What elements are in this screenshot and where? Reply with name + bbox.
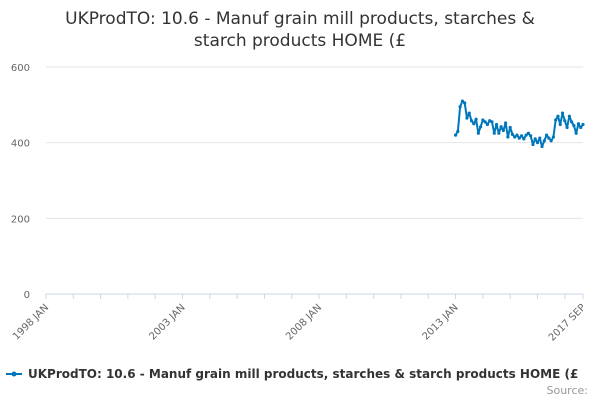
data-point[interactable]: [535, 141, 540, 145]
data-point[interactable]: [467, 111, 471, 115]
chart-title-line-1: UKProdTO: 10.6 - Manuf grain mill produc…: [65, 9, 535, 29]
data-point[interactable]: [581, 122, 585, 127]
data-point[interactable]: [483, 120, 487, 124]
data-point[interactable]: [542, 139, 546, 143]
data-point[interactable]: [558, 122, 562, 127]
grid-lines: [46, 66, 583, 219]
credit-source[interactable]: Source:: [547, 384, 589, 397]
data-point[interactable]: [556, 114, 560, 118]
x-tick-label: 2003 JAN: [148, 302, 188, 342]
chart-title: UKProdTO: 10.6 - Manuf grain mill produc…: [0, 8, 600, 52]
data-point[interactable]: [567, 114, 571, 118]
y-tick-label-400: 400: [11, 139, 30, 150]
data-point[interactable]: [526, 131, 530, 135]
data-point[interactable]: [476, 131, 480, 135]
data-point[interactable]: [529, 134, 533, 138]
data-point[interactable]: [474, 117, 478, 121]
data-point[interactable]: [540, 144, 544, 149]
data-point[interactable]: [517, 136, 521, 140]
x-axis: [45, 293, 584, 299]
legend[interactable]: UKProdTO: 10.6 - Manuf grain mill produc…: [6, 367, 578, 381]
data-point[interactable]: [531, 142, 535, 147]
data-point[interactable]: [579, 125, 583, 130]
data-point[interactable]: [463, 101, 467, 105]
data-point[interactable]: [554, 118, 558, 122]
data-point[interactable]: [497, 131, 501, 135]
data-point[interactable]: [560, 111, 565, 115]
data-point[interactable]: [522, 137, 526, 141]
legend-label[interactable]: UKProdTO: 10.6 - Manuf grain mill produc…: [28, 367, 578, 381]
data-point[interactable]: [492, 131, 496, 135]
y-axis-labels: 0 200 400 600: [11, 63, 30, 301]
chart-title-line-2: starch products HOME (£: [193, 31, 407, 51]
data-point[interactable]: [469, 119, 474, 123]
data-point[interactable]: [549, 139, 553, 143]
legend-marker: [11, 371, 17, 377]
data-point[interactable]: [453, 133, 458, 137]
data-point[interactable]: [460, 99, 464, 103]
data-point[interactable]: [574, 131, 578, 135]
y-tick-label-200: 200: [11, 214, 30, 225]
data-point[interactable]: [481, 118, 485, 122]
data-point[interactable]: [485, 122, 490, 127]
data-point[interactable]: [510, 132, 515, 136]
data-point[interactable]: [533, 137, 537, 141]
data-point[interactable]: [519, 134, 524, 138]
data-point[interactable]: [513, 135, 517, 139]
data-point[interactable]: [570, 120, 574, 124]
data-point[interactable]: [472, 122, 476, 126]
data-point[interactable]: [547, 136, 551, 140]
data-point[interactable]: [551, 135, 556, 139]
x-tick-label: 2017 SEP: [547, 302, 588, 343]
data-point[interactable]: [544, 133, 549, 137]
data-point[interactable]: [524, 133, 528, 137]
x-tick-label: 1998 JAN: [11, 302, 51, 342]
plot-series[interactable]: [453, 99, 585, 149]
data-point[interactable]: [563, 119, 567, 123]
data-point[interactable]: [456, 129, 460, 133]
data-point[interactable]: [576, 122, 581, 126]
data-point[interactable]: [508, 125, 512, 130]
x-tick-label: 2008 JAN: [284, 302, 324, 342]
data-point[interactable]: [501, 128, 505, 133]
data-point[interactable]: [458, 105, 462, 109]
data-point[interactable]: [504, 121, 508, 125]
data-point[interactable]: [490, 120, 494, 124]
x-tick-label: 2013 JAN: [421, 302, 461, 342]
data-point[interactable]: [499, 125, 503, 129]
y-tick-label-600: 600: [11, 63, 30, 74]
data-point[interactable]: [479, 125, 483, 129]
data-point[interactable]: [506, 135, 510, 139]
y-tick-label-0: 0: [24, 290, 30, 301]
data-point[interactable]: [572, 124, 576, 128]
data-point[interactable]: [565, 125, 569, 130]
data-point[interactable]: [538, 136, 542, 140]
data-point[interactable]: [515, 133, 519, 137]
data-point[interactable]: [494, 122, 499, 127]
data-point[interactable]: [465, 116, 469, 120]
x-axis-labels: 1998 JAN 2003 JAN 2008 JAN 2013 JAN 2017 SEP: [11, 302, 588, 343]
